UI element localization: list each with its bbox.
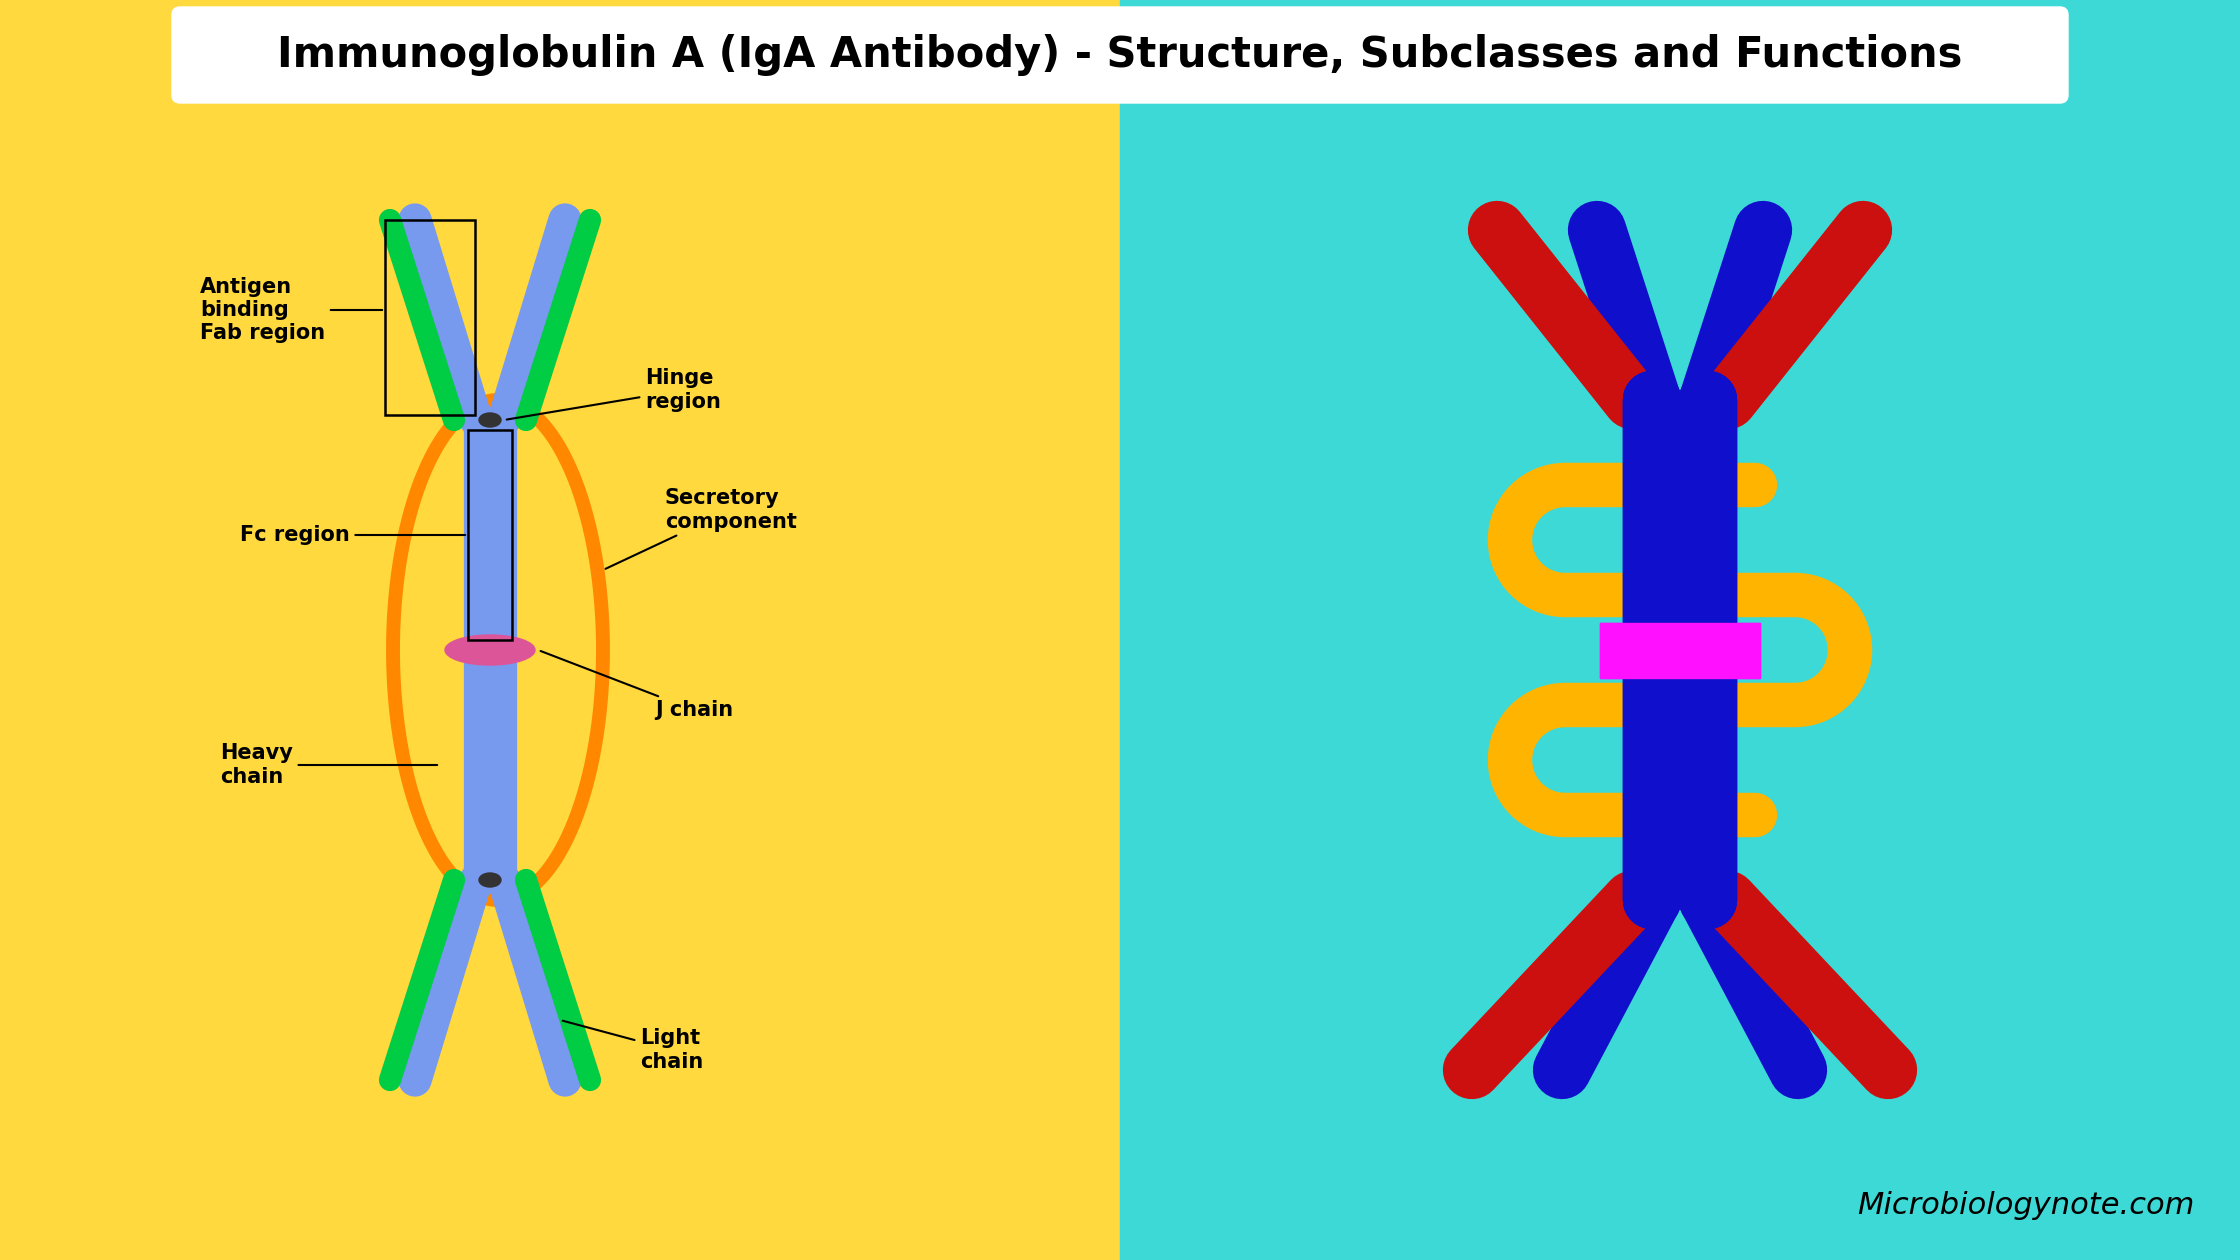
Ellipse shape xyxy=(479,413,502,427)
Text: Hinge
region: Hinge region xyxy=(506,368,721,420)
Text: Secretory
component: Secretory component xyxy=(605,489,797,568)
Text: Fc region: Fc region xyxy=(240,525,466,546)
Text: J chain: J chain xyxy=(540,651,732,719)
Text: Immunoglobulin A (IgA Antibody) - Structure, Subclasses and Functions: Immunoglobulin A (IgA Antibody) - Struct… xyxy=(278,34,1962,76)
Bar xyxy=(1599,622,1761,678)
Text: Antigen
binding
Fab region: Antigen binding Fab region xyxy=(199,277,383,343)
Text: Light
chain: Light chain xyxy=(562,1021,703,1071)
Ellipse shape xyxy=(446,635,535,665)
Text: Microbiologynote.com: Microbiologynote.com xyxy=(1857,1191,2195,1220)
Bar xyxy=(1599,622,1761,678)
Bar xyxy=(385,220,475,415)
Bar xyxy=(1120,0,2240,1260)
Bar xyxy=(468,430,513,640)
FancyBboxPatch shape xyxy=(172,8,2068,103)
Ellipse shape xyxy=(479,873,502,887)
Bar xyxy=(0,0,1120,1260)
Text: Heavy
chain: Heavy chain xyxy=(220,743,437,786)
